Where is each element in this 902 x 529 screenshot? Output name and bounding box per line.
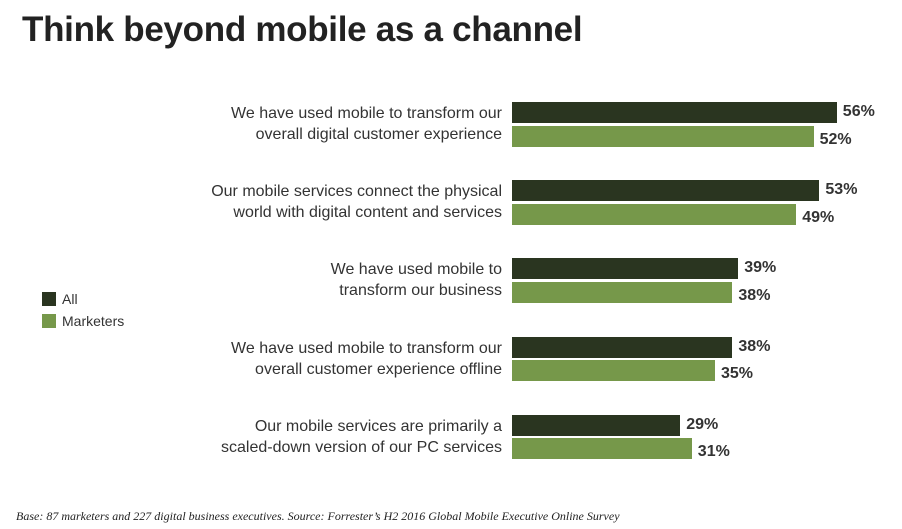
data-label: 35% <box>721 365 754 383</box>
category-label-line: Our mobile services connect the physical <box>211 183 502 201</box>
category-label-line: scaled-down version of our PC services <box>220 438 502 456</box>
legend-item-marketers: Marketers <box>42 313 124 329</box>
category-label: We have used mobile to transform our over… <box>82 103 502 145</box>
data-label: 53% <box>825 181 858 199</box>
chart-title: Think beyond mobile as a channel <box>22 10 583 49</box>
bar-marketers <box>512 203 797 225</box>
bar-all <box>512 102 837 123</box>
bar-all <box>512 258 739 280</box>
data-label: 31% <box>697 443 730 461</box>
data-label: 38% <box>738 286 771 304</box>
legend-item-all: All <box>42 291 78 307</box>
bar-all <box>512 336 733 358</box>
category-label: Our mobile services are primarily a scale… <box>82 416 502 458</box>
bar-marketers <box>512 360 715 382</box>
category-label-line: We have used mobile to transform our <box>231 105 502 122</box>
category-label-line: overall digital customer experience <box>255 126 502 143</box>
bar-all <box>512 180 820 202</box>
data-label: 56% <box>842 103 875 120</box>
bar-marketers <box>512 125 814 147</box>
bar-marketers <box>512 281 733 303</box>
footnote: Base: 87 marketers and 227 digital busin… <box>16 509 620 523</box>
data-label: 39% <box>744 259 777 277</box>
bar-marketers <box>512 438 692 460</box>
category-label-line: We have used mobile to <box>330 261 502 279</box>
category-label: We have used mobile to transform our over… <box>82 338 502 380</box>
category-label-line: We have used mobile to transform our <box>231 339 502 357</box>
bar-all <box>512 414 681 436</box>
legend-swatch-all <box>42 292 56 306</box>
category-label: We have used mobile to transform our busi… <box>82 259 502 301</box>
category-label-line: transform our business <box>339 282 502 300</box>
category-label-line: overall customer experience offline <box>255 360 502 378</box>
legend-label-all: All <box>62 291 78 307</box>
data-label: 38% <box>738 337 771 355</box>
category-label-line: Our mobile services are primarily a <box>254 417 502 435</box>
data-label: 52% <box>819 130 852 148</box>
legend-swatch-marketers <box>42 314 56 328</box>
legend-label-marketers: Marketers <box>62 313 125 329</box>
data-label: 49% <box>802 208 835 226</box>
data-label: 29% <box>686 415 719 433</box>
category-label: Our mobile services connect the physical… <box>82 181 502 223</box>
category-label-line: world with digital content and services <box>233 204 502 222</box>
